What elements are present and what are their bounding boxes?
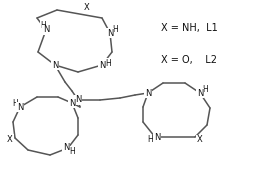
Text: H: H bbox=[147, 136, 153, 145]
Text: H: H bbox=[202, 84, 208, 93]
Text: N: N bbox=[197, 89, 203, 98]
Text: X = NH,  L1: X = NH, L1 bbox=[161, 23, 218, 33]
Text: N: N bbox=[107, 28, 113, 37]
Text: N: N bbox=[154, 132, 160, 141]
Text: X: X bbox=[197, 136, 203, 145]
Text: N: N bbox=[99, 60, 105, 69]
Text: N: N bbox=[145, 89, 151, 98]
Text: N: N bbox=[69, 98, 75, 107]
Text: N: N bbox=[43, 26, 49, 35]
Text: H: H bbox=[112, 24, 118, 33]
Text: X = O,    L2: X = O, L2 bbox=[161, 55, 217, 65]
Text: N: N bbox=[75, 96, 81, 105]
Text: N: N bbox=[63, 143, 69, 152]
Text: X: X bbox=[7, 134, 13, 143]
Text: X: X bbox=[84, 3, 90, 12]
Text: H: H bbox=[69, 147, 75, 156]
Text: H: H bbox=[105, 58, 111, 68]
Text: N: N bbox=[17, 102, 23, 111]
Text: N: N bbox=[52, 60, 58, 69]
Text: H: H bbox=[12, 98, 18, 107]
Text: H: H bbox=[40, 21, 46, 30]
